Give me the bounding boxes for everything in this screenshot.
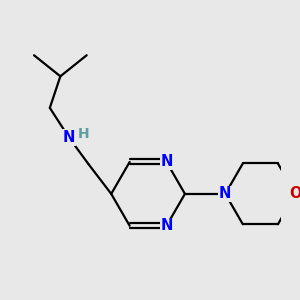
Text: N: N	[63, 130, 75, 145]
Text: N: N	[160, 154, 173, 169]
Text: H: H	[78, 127, 90, 141]
Text: N: N	[219, 186, 232, 201]
Text: N: N	[160, 218, 173, 233]
Text: O: O	[289, 186, 300, 201]
